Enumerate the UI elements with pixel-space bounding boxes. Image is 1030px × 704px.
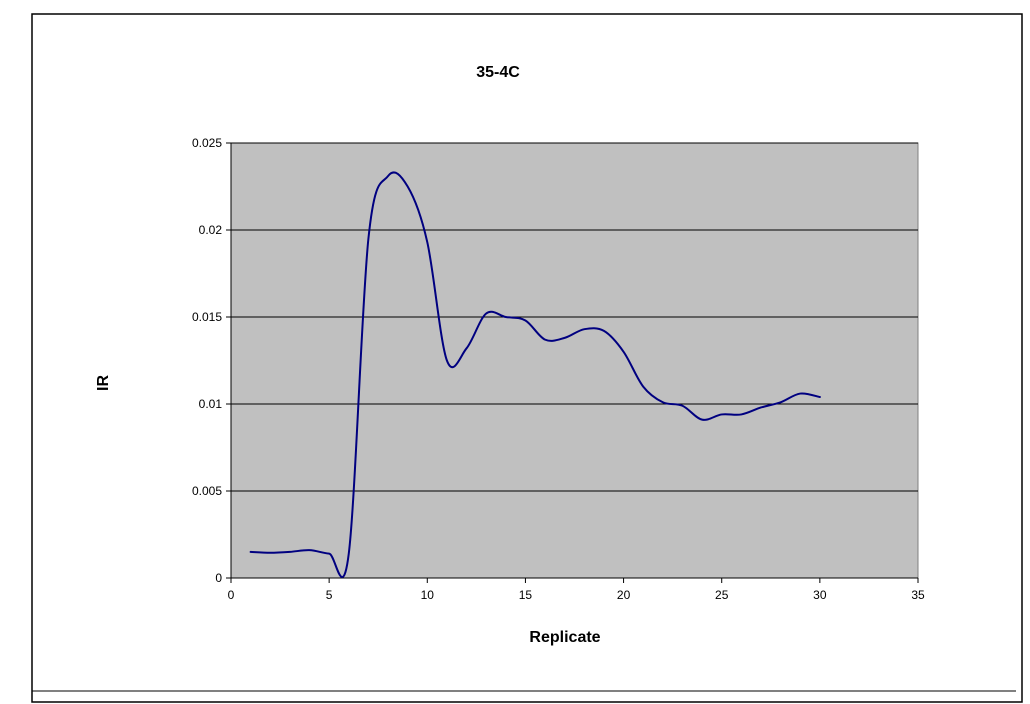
y-axis-label: IR	[95, 375, 112, 391]
plot-area	[230, 142, 919, 579]
y-tick-label: 0	[215, 571, 222, 585]
y-tick-label: 0.015	[192, 310, 222, 324]
x-tick-label: 10	[421, 588, 435, 602]
gridlines	[231, 142, 918, 492]
x-axis-label: Replicate	[529, 629, 600, 646]
y-tick-label: 0.025	[192, 136, 222, 150]
x-tick-label: 0	[228, 588, 235, 602]
x-tick-label: 30	[813, 588, 827, 602]
y-tick-labels: 0 0.005 0.01 0.015 0.02 0.025	[192, 136, 222, 585]
x-tick-label: 25	[715, 588, 729, 602]
x-tick-label: 15	[519, 588, 533, 602]
y-tick-label: 0.02	[199, 223, 223, 237]
y-tick-label: 0.01	[199, 397, 223, 411]
x-tick-label: 20	[617, 588, 631, 602]
x-tick-label: 5	[326, 588, 333, 602]
axes	[226, 142, 919, 583]
chart-title: 35-4C	[476, 64, 520, 81]
series-line	[249, 171, 821, 578]
x-tick-labels: 0 5 10 15 20 25 30 35	[228, 588, 925, 602]
y-tick-label: 0.005	[192, 484, 222, 498]
x-tick-label: 35	[911, 588, 925, 602]
series-group	[249, 171, 821, 578]
